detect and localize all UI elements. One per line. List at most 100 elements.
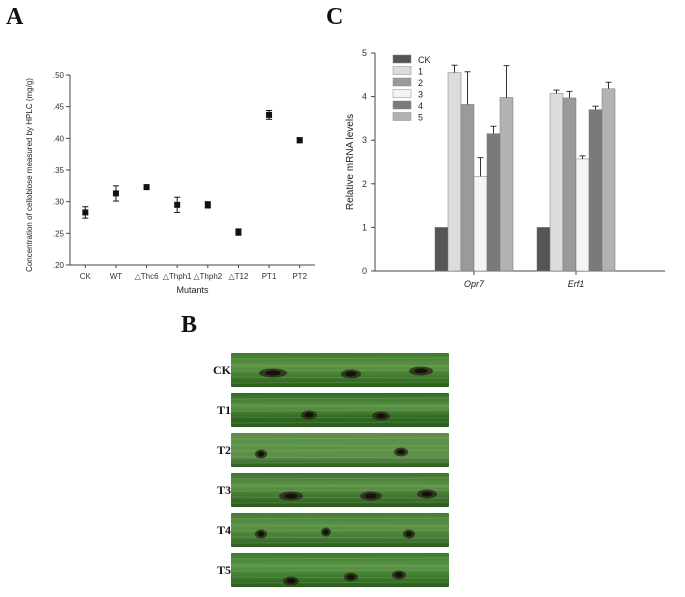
bar-3 — [473, 176, 488, 272]
panel-label-c: C — [326, 4, 344, 30]
y-axis-title: Relative mRNA levels — [345, 114, 356, 210]
lesion-core — [323, 529, 329, 535]
lesion-core — [414, 368, 428, 374]
data-point — [204, 201, 211, 208]
bar-2 — [562, 97, 577, 272]
leaf-vein — [231, 381, 449, 384]
leaf-vein — [231, 536, 449, 539]
lesion-core — [376, 413, 386, 419]
y-tick-label: .20 — [53, 261, 65, 270]
lesion-core — [405, 531, 413, 537]
x-axis-title: Mutants — [176, 285, 209, 295]
legend-label: 2 — [418, 78, 423, 88]
y-tick-label: 1 — [362, 222, 367, 232]
data-point — [266, 111, 273, 118]
leaf-vein — [231, 541, 449, 544]
x-tick-label: PT1 — [262, 272, 277, 281]
legend-swatch — [392, 77, 412, 87]
leaf-image — [231, 393, 449, 427]
legend-swatch — [392, 89, 412, 98]
leaf-vein — [231, 489, 449, 492]
leaf-row: CK — [205, 352, 455, 388]
x-tick-label: △Thc6 — [135, 272, 159, 281]
data-point — [143, 184, 150, 191]
y-tick-label: .25 — [53, 229, 65, 238]
leaf-row: T2 — [205, 432, 455, 468]
lesion-core — [257, 451, 265, 457]
cellobiose-scatter-chart: .20 .25 .30 .35 .40 .45 .50 CK WT △Thc6 △Thph1 △Thp… — [25, 71, 315, 295]
data-point — [235, 229, 242, 236]
x-tick-label: Erf1 — [568, 279, 585, 289]
leaf-label: T1 — [216, 403, 231, 417]
leaf-vein — [231, 477, 449, 480]
bar-1 — [447, 72, 462, 272]
x-tick-label: Opr7 — [464, 279, 485, 289]
leaf-vein — [231, 357, 449, 360]
x-tick-label: △T12 — [228, 272, 248, 281]
lesion-core — [395, 572, 403, 578]
legend-label: CK — [418, 55, 431, 65]
bar-4 — [588, 109, 603, 272]
lesion-core — [364, 493, 378, 499]
bar-1 — [549, 93, 564, 272]
y-axis-title: Concentration of cellobiose measured by … — [25, 78, 34, 272]
leaf-vein — [231, 456, 449, 459]
lesion-core — [286, 578, 296, 584]
leaf-lesion-panel: CK T1 T2 T3 T4 T5 — [205, 350, 455, 595]
leaf-texture — [231, 357, 449, 384]
leaf-vein — [231, 404, 449, 407]
leaf-vein — [231, 496, 449, 499]
leaf-image — [231, 353, 449, 387]
leaf-vein — [231, 444, 449, 447]
bar-2 — [460, 104, 475, 272]
leaf-texture — [231, 517, 449, 544]
panel-label-b: B — [181, 312, 198, 338]
leaf-vein — [231, 421, 449, 424]
leaf-vein — [231, 576, 449, 579]
leaf-vein — [231, 449, 449, 452]
leaf-vein — [231, 581, 449, 584]
lesion-core — [345, 371, 357, 377]
leaf-vein — [231, 484, 449, 487]
y-tick-label: .40 — [53, 134, 65, 143]
lesion-core — [257, 531, 265, 537]
legend-label: 4 — [418, 101, 423, 111]
leaf-row: T5 — [205, 552, 455, 588]
leaf-vein — [231, 437, 449, 440]
lesion-core — [304, 412, 314, 418]
leaf-vein — [231, 524, 449, 527]
legend-swatch — [392, 112, 412, 121]
y-tick-label: 4 — [362, 92, 367, 102]
leaf-image — [231, 433, 449, 467]
lesion-core — [265, 370, 281, 376]
legend-label: 1 — [418, 67, 423, 77]
leaf-label: T3 — [216, 483, 231, 497]
x-tick-label: △Thph2 — [193, 272, 222, 281]
data-point — [112, 190, 119, 197]
leaf-vein — [231, 364, 449, 367]
leaf-vein — [231, 397, 449, 400]
leaf-vein — [231, 416, 449, 419]
leaf-vein — [231, 564, 449, 567]
bar-4 — [486, 133, 501, 272]
leaf-label: T5 — [216, 563, 231, 577]
leaf-row: T3 — [205, 472, 455, 508]
bar-CK — [536, 227, 551, 272]
leaf-texture — [231, 557, 449, 586]
leaf-row: T4 — [205, 512, 455, 548]
leaf-texture — [231, 397, 449, 424]
legend-swatch — [392, 100, 412, 110]
leaf-vein — [231, 409, 449, 412]
leaf-label: T2 — [216, 443, 231, 457]
leaf-vein — [231, 376, 449, 379]
leaf-vein — [231, 529, 449, 532]
legend-swatch — [392, 66, 412, 75]
data-point — [296, 137, 303, 144]
bar-5 — [601, 88, 616, 272]
bar-CK — [434, 227, 449, 272]
leaf-texture — [231, 437, 449, 464]
x-tick-label: PT2 — [292, 272, 307, 281]
leaf-label: CK — [213, 363, 231, 377]
x-tick-label: WT — [110, 272, 123, 281]
